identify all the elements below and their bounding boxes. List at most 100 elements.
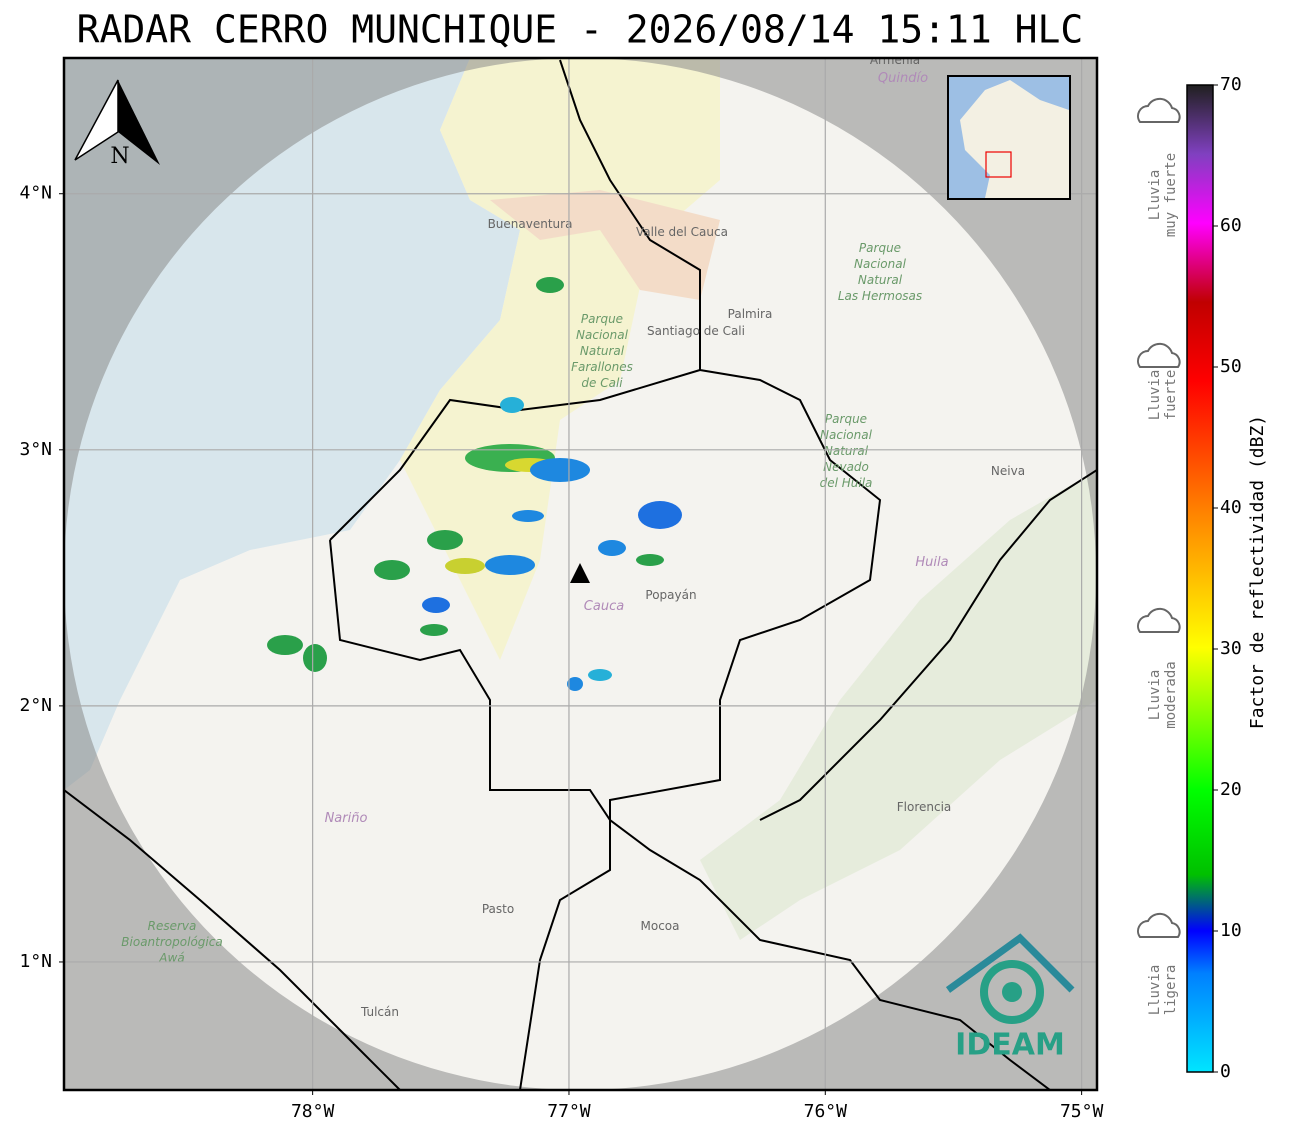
y-tick-label: 4°N [19,183,52,204]
rain-label: muy fuerte [1163,153,1179,237]
colorbar-tick-label: 70 [1220,74,1242,95]
colorbar-tick-label: 30 [1220,638,1242,659]
colorbar-tick-label: 20 [1220,779,1242,800]
arrow-right [118,80,160,165]
park-label: del Huila [820,476,873,490]
park-labels: Parque Nacional Natural Farallones de Cali Pa… [121,241,922,965]
place-label: Mocoa [641,919,680,933]
rain-label: moderada [1163,661,1179,728]
rain-label: Lluvia [1147,170,1163,221]
radar-echoes [267,277,682,691]
place-label: Buenaventura [488,217,573,231]
weather-icon [1137,607,1181,633]
colorbar-tick-label: 60 [1220,215,1242,236]
park-label: Awá [158,951,184,965]
border [329,369,1097,821]
radar-site [570,563,590,583]
north-label: N [110,144,129,169]
park-label: Natural [824,444,869,458]
place-label: Cauca [584,599,624,614]
park-label: Parque [581,312,623,326]
park-label: Nacional [820,428,873,442]
logo: IDEAM [945,933,1075,1063]
echo [445,558,485,574]
colorbar-tick-label: 50 [1220,356,1242,377]
echo [512,510,544,522]
place-label: Valle del Cauca [636,225,728,239]
rain-label: Lluvia [1147,370,1163,421]
y-tick-label: 3°N [19,439,52,460]
inset-extent [985,151,1012,178]
echo [485,555,535,575]
logo-eye [1002,982,1022,1002]
place-label: Nariño [325,811,368,826]
park-label: Las Hermosas [838,289,922,303]
colorbar-tick-label: 0 [1220,1061,1231,1082]
echo [636,554,664,566]
x-tick-label: 76°W [804,1101,848,1122]
park-label: de Cali [581,376,623,390]
rain-label: Lluvia [1147,670,1163,721]
park-label: Bioantropológica [121,935,222,949]
x-tick-label: 77°W [547,1101,591,1122]
inset-map [947,75,1071,200]
map-frame [62,56,1099,1092]
echo [588,669,612,681]
map-area: Buenaventura Valle del Cauca Palmira San… [64,53,1097,1090]
echo [530,458,590,482]
place-label: Huila [915,555,948,570]
border [519,59,882,1090]
place-label: Popayán [645,588,696,602]
park-label: Farallones [571,360,633,374]
park-label: Parque [825,412,867,426]
north-arrow: N [74,79,160,169]
echo [500,397,524,413]
park-label: Reserva [148,919,197,933]
place-label: Pasto [482,902,514,916]
y-tick-label: 1°N [19,951,52,972]
park-label: Natural [580,344,625,358]
rain-label: Lluvia [1147,965,1163,1016]
echo [638,501,682,529]
rain-label: fuerte [1163,370,1179,421]
park-label: Nevado [823,460,869,474]
colorbar-label: Factor de reflectividad (dBZ) [1247,415,1268,729]
rain-label: ligera [1163,965,1179,1016]
place-label: Armenia [870,53,920,67]
weather-icon [1137,912,1181,938]
x-tick-label: 78°W [291,1101,335,1122]
echo [267,635,303,655]
echo [598,540,626,556]
park-label: Nacional [854,257,907,271]
place-label: Florencia [897,800,952,814]
echo [536,277,564,293]
weather-icon [1137,342,1181,368]
y-tick-label: 2°N [19,695,52,716]
colorbar-tick-label: 10 [1220,920,1242,941]
logo-eye [980,960,1044,1024]
grid [64,58,1097,1090]
inset-ocean [949,77,1069,198]
border [64,789,401,1090]
border [329,539,1051,1090]
place-label: Neiva [991,464,1025,478]
place-label: Palmira [728,307,773,321]
forest [700,470,1097,940]
park-label: Nacional [576,328,629,342]
echo [420,624,448,636]
place-label: Santiago de Cali [647,324,745,338]
weather-icon [1137,97,1181,123]
park-label: Natural [858,273,903,287]
logo-roof [945,933,1075,993]
x-tick-label: 75°W [1060,1101,1104,1122]
echo [303,644,327,672]
echo [374,560,410,580]
region-urban [490,190,720,300]
title: RADAR CERRO MUNCHIQUE - 2026/08/14 15:11… [77,8,1084,52]
echo [427,530,463,550]
place-label: Tulcán [360,1005,399,1019]
